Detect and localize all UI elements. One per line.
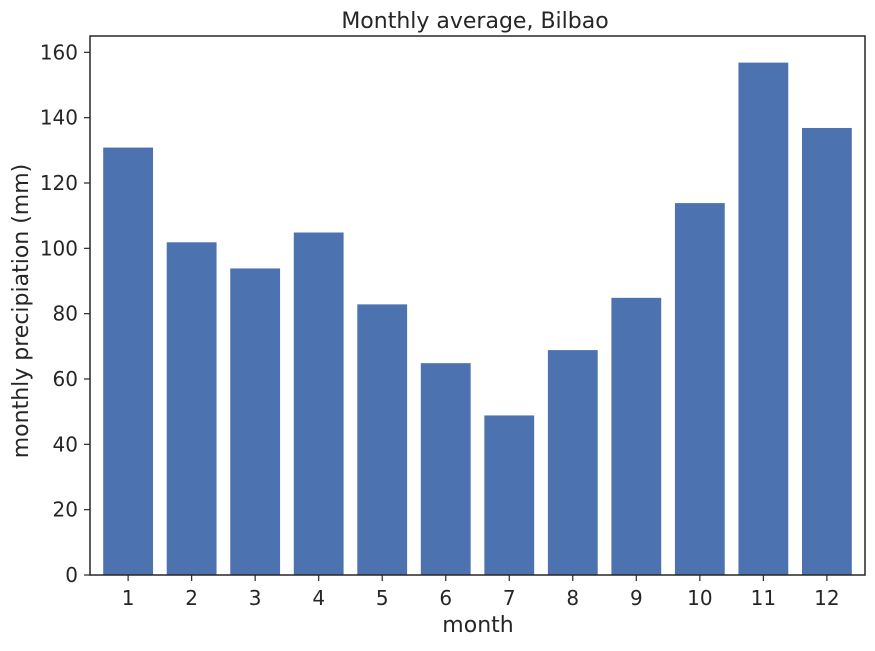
y-tick-label-60: 60 (53, 367, 78, 391)
x-tick-label-12: 12 (814, 586, 839, 610)
y-tick-label-0: 0 (65, 563, 78, 587)
chart-title: Monthly average, Bilbao (341, 9, 608, 34)
x-axis-label: month (442, 613, 513, 638)
x-tick-label-5: 5 (376, 586, 389, 610)
x-tick-label-4: 4 (312, 586, 325, 610)
x-tick-label-2: 2 (185, 586, 198, 610)
bar-month-4 (292, 231, 345, 576)
bar-month-6 (419, 362, 472, 576)
y-tick-label-20: 20 (53, 498, 78, 522)
x-tick-label-8: 8 (566, 586, 579, 610)
y-tick-label-80: 80 (53, 302, 78, 326)
bar-month-9 (610, 296, 663, 576)
bars-group (102, 61, 853, 576)
y-axis-label: monthly precipiation (mm) (9, 164, 34, 459)
bar-month-3 (229, 267, 282, 576)
x-tick-label-10: 10 (687, 586, 712, 610)
x-tick-label-3: 3 (249, 586, 262, 610)
y-tick-label-120: 120 (40, 171, 78, 195)
y-axis-ticks: 0 20 40 60 80 100 120 140 160 (40, 40, 90, 587)
bar-month-11 (737, 61, 790, 576)
bar-month-12 (800, 126, 853, 576)
x-tick-label-9: 9 (630, 586, 643, 610)
plot-area-frame (89, 35, 866, 576)
bar-month-8 (546, 349, 599, 576)
bar-month-1 (102, 146, 155, 576)
x-tick-label-7: 7 (503, 586, 516, 610)
bar-month-2 (165, 241, 218, 576)
y-tick-label-100: 100 (40, 236, 78, 260)
bar-month-7 (483, 414, 536, 576)
x-tick-label-1: 1 (122, 586, 135, 610)
x-tick-label-11: 11 (751, 586, 776, 610)
x-axis-ticks: 1 2 3 4 5 6 7 8 9 10 11 12 (122, 575, 840, 610)
y-tick-label-40: 40 (53, 432, 78, 456)
y-tick-label-140: 140 (40, 106, 78, 130)
bar-month-10 (673, 202, 726, 576)
y-tick-label-160: 160 (40, 40, 78, 64)
bar-month-5 (356, 303, 409, 576)
x-tick-label-6: 6 (439, 586, 452, 610)
